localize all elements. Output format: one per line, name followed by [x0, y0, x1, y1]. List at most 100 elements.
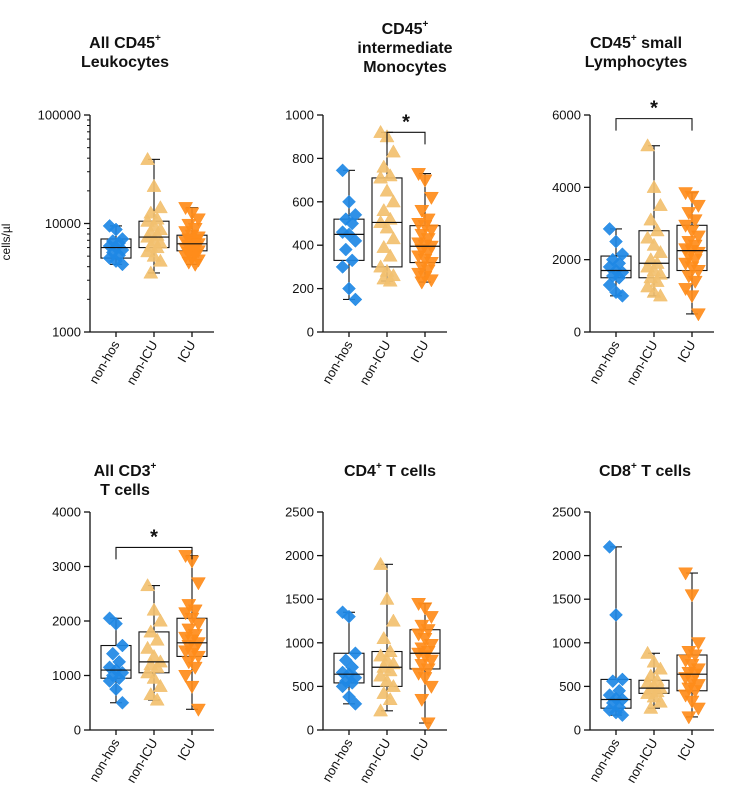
significance-bracket — [615, 118, 693, 131]
data-point — [109, 616, 123, 631]
y-tick-label: 2000 — [552, 252, 581, 267]
data-point — [140, 640, 156, 654]
chart-title: CD8+ T cells — [599, 461, 691, 480]
data-point — [417, 602, 433, 616]
data-point — [149, 632, 165, 646]
chart-title-line: Leukocytes — [81, 54, 169, 71]
data-point — [609, 234, 623, 249]
significance-bracket — [115, 546, 193, 560]
data-point — [190, 703, 206, 717]
y-tick-label: 0 — [307, 723, 314, 738]
data-point — [602, 540, 617, 554]
data-point — [376, 202, 392, 216]
y-tick-label: 4000 — [52, 505, 81, 520]
y-tick-label: 1000 — [52, 668, 81, 683]
chart-title-line: Lymphocytes — [585, 54, 688, 71]
data-point — [385, 144, 401, 158]
chart-title-text: CD45 — [590, 35, 631, 52]
data-point — [140, 665, 156, 679]
x-tick-label: non-ICU — [356, 338, 393, 387]
y-tick-label: 2000 — [285, 548, 314, 563]
y-tick-label: 0 — [74, 723, 81, 738]
data-point — [109, 682, 123, 696]
data-point — [379, 220, 395, 234]
x-tick-label: ICU — [674, 338, 698, 365]
y-tick-label: 500 — [292, 679, 314, 694]
chart-title-line: T cells — [100, 482, 150, 499]
data-point — [414, 693, 430, 707]
data-point — [102, 674, 117, 688]
data-point — [178, 670, 194, 684]
y-tick-label: 2500 — [285, 505, 314, 520]
data-point — [152, 678, 168, 692]
data-point — [684, 589, 700, 603]
data-point — [109, 222, 123, 237]
data-point — [690, 637, 706, 651]
chart-title-text: CD4 — [344, 463, 376, 480]
chart-title-line: Monocytes — [363, 59, 447, 76]
data-point — [652, 661, 668, 675]
data-point — [376, 685, 392, 699]
data-point — [690, 199, 706, 213]
chart-title: CD4+ T cells — [344, 461, 436, 480]
y-tick-label: 10000 — [45, 216, 81, 231]
data-point — [187, 258, 203, 272]
data-point — [102, 219, 117, 233]
significance-bracket — [386, 131, 426, 145]
data-point — [602, 222, 617, 236]
data-point — [646, 179, 662, 193]
data-point — [684, 695, 700, 709]
y-tick-label: 0 — [574, 325, 581, 340]
y-tick-label: 0 — [574, 723, 581, 738]
data-point — [140, 578, 156, 592]
y-axis-label: cells/µl — [0, 224, 13, 261]
data-point — [379, 673, 395, 687]
x-tick-label: non-ICU — [123, 338, 160, 387]
data-point — [149, 659, 165, 673]
significance-star: * — [150, 526, 158, 548]
x-tick-label: ICU — [674, 736, 698, 763]
data-point — [345, 216, 360, 231]
data-point — [152, 613, 168, 627]
data-point — [423, 639, 439, 653]
chart-title-superscript: + — [631, 33, 637, 44]
data-point — [382, 273, 398, 287]
x-tick-label: non-hos — [319, 338, 356, 387]
data-point — [615, 708, 630, 723]
chart-title: CD45+ small — [590, 33, 682, 52]
data-point — [187, 661, 203, 675]
data-point — [649, 273, 665, 287]
data-point — [643, 212, 659, 226]
y-tick-label: 100000 — [38, 108, 81, 123]
y-tick-label: 0 — [307, 325, 314, 340]
chart-title-text: T cells — [637, 463, 691, 480]
data-point — [376, 630, 392, 644]
chart-title-superscript: + — [376, 461, 382, 472]
data-point — [687, 254, 703, 268]
data-point — [382, 644, 398, 658]
data-point — [385, 678, 401, 692]
data-point — [652, 694, 668, 708]
data-point — [385, 231, 401, 245]
y-tick-label: 1500 — [285, 592, 314, 607]
x-tick-label: ICU — [174, 338, 198, 365]
data-point — [345, 253, 360, 268]
x-tick-label: ICU — [407, 736, 431, 763]
data-point — [385, 194, 401, 208]
y-tick-label: 600 — [292, 194, 314, 209]
data-point — [411, 168, 427, 182]
data-point — [338, 653, 353, 668]
data-point — [143, 624, 159, 638]
data-point — [684, 290, 700, 304]
data-point — [423, 611, 439, 625]
chart-panel: CD45+ intermediate Monocytes 0 200 400 600 800 1… — [285, 19, 453, 387]
data-point — [342, 609, 356, 624]
data-point — [609, 285, 623, 300]
x-tick-label: non-hos — [319, 736, 356, 785]
significance-star: * — [402, 111, 410, 133]
data-point — [684, 190, 700, 204]
chart-title-superscript: + — [631, 461, 637, 472]
data-point — [376, 239, 392, 253]
